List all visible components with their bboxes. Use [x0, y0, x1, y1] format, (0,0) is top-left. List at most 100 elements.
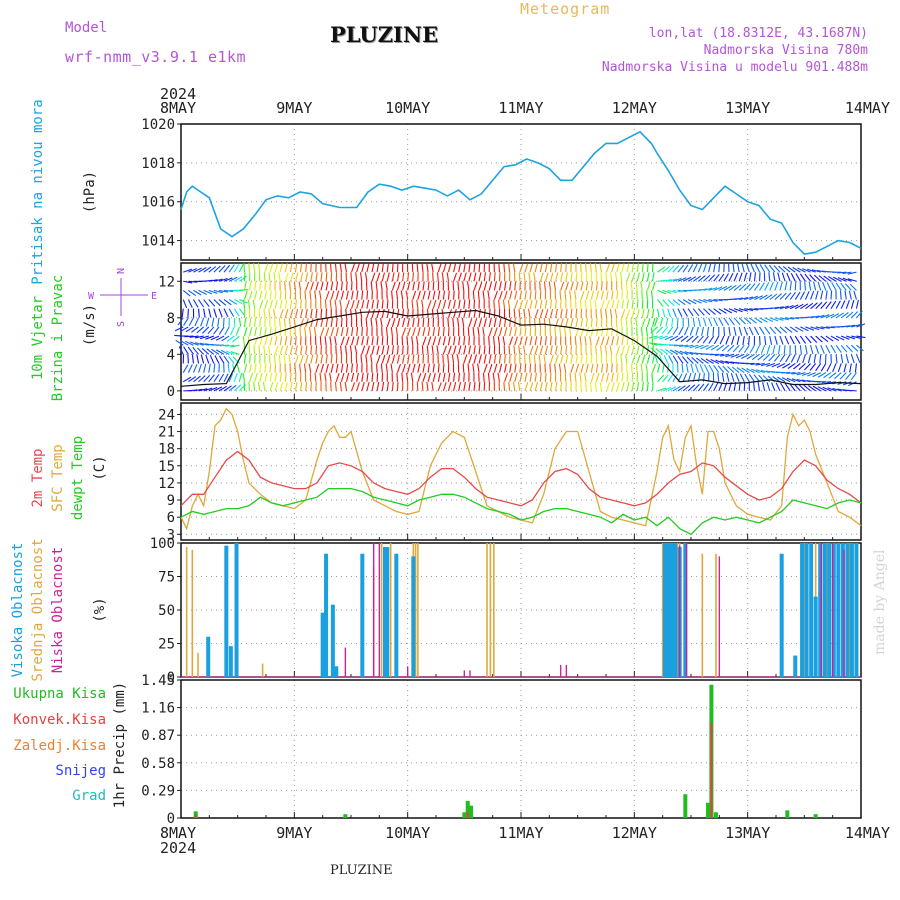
wind-barb: [310, 318, 314, 328]
wind-barb: [351, 382, 356, 392]
wind-barb: [218, 355, 225, 364]
wind-barb: [226, 335, 235, 342]
wind-barb: [339, 381, 342, 391]
wind-barb: [493, 272, 496, 282]
wind-barb: [524, 382, 529, 392]
wind-barb: [786, 272, 791, 282]
x-tick-label-top: 14MAY: [845, 99, 890, 117]
wind-barb: [468, 345, 472, 355]
wind-barb: [614, 272, 618, 282]
wind-barb: [458, 372, 461, 382]
wind-barb: [320, 327, 325, 337]
wind-barb: [636, 272, 641, 282]
wind-barb: [786, 377, 796, 383]
wind-barb: [488, 272, 491, 282]
y-tick-label: 1020: [141, 117, 175, 133]
wind-barb: [183, 346, 189, 355]
wind-barb: [194, 335, 204, 339]
wind-barb: [820, 314, 830, 319]
wind-barb: [696, 357, 704, 364]
wind-barb: [553, 281, 557, 291]
wind-barb: [631, 381, 635, 391]
wind-barb: [713, 263, 716, 273]
wind-barb: [284, 281, 286, 291]
wind-barb: [631, 372, 634, 382]
wind-barb: [701, 326, 705, 336]
wind-barb: [211, 317, 215, 327]
wind-barb: [223, 264, 231, 273]
wind-barb: [264, 263, 269, 273]
wind-barb: [259, 363, 262, 373]
wind-barb: [269, 372, 273, 382]
wind-barb: [703, 308, 711, 316]
wind-barb: [473, 263, 476, 273]
wind-barb: [662, 265, 670, 273]
wind-barb: [800, 303, 809, 310]
y-tick-label: 0.87: [141, 728, 175, 744]
wind-barb: [319, 372, 322, 382]
wind-barb: [817, 372, 827, 378]
wind-barb: [539, 336, 543, 346]
high-cloud-bar: [662, 543, 667, 677]
wind-barb: [807, 354, 812, 364]
wind-barb: [217, 317, 220, 327]
wind-barb: [407, 354, 410, 364]
wind-barb: [651, 318, 656, 328]
wind-barb: [308, 327, 312, 337]
wind-barb: [366, 309, 371, 318]
wind-barb: [783, 345, 786, 355]
wind-barb: [677, 289, 687, 292]
wind-barb: [325, 327, 330, 337]
wind-barb: [243, 290, 248, 300]
wind-barb: [614, 308, 618, 318]
wind-barb: [447, 309, 453, 318]
wind-barb: [386, 354, 391, 364]
wind-barb: [356, 263, 360, 273]
precip-legend-item: Zaledj.Kisa: [13, 738, 106, 754]
wind-barb: [625, 281, 628, 291]
compass-e: E: [151, 291, 157, 302]
wind-barb: [442, 363, 445, 373]
wind-barb: [727, 366, 735, 374]
high-cloud-bar: [804, 543, 809, 677]
wind-barb: [621, 299, 625, 309]
wind-barb: [855, 299, 859, 309]
wind-barb: [782, 265, 791, 273]
wind-barb: [310, 381, 312, 391]
wind-barb: [181, 308, 184, 318]
wind-barb: [178, 346, 184, 355]
wind-barb: [570, 308, 573, 318]
wind-barb: [631, 308, 635, 318]
wind-barb: [692, 383, 700, 392]
wind-barb: [697, 308, 705, 316]
wind-barb: [543, 281, 546, 291]
wind-barb: [687, 264, 694, 273]
wind-barb: [446, 272, 450, 282]
wind-barb: [784, 317, 795, 320]
wind-barb: [677, 299, 686, 306]
wind-barb: [209, 354, 215, 364]
wind-barb: [750, 263, 755, 273]
wind-barb: [677, 308, 683, 318]
wind-barb: [616, 290, 619, 300]
wind-barb: [626, 263, 630, 273]
meteogram-title: Meteogram: [520, 0, 611, 18]
wind-barb: [182, 376, 192, 383]
wind-barb: [793, 383, 801, 392]
wind-barb: [570, 281, 574, 291]
high-cloud-bar: [818, 543, 823, 677]
total-precip-bar: [713, 812, 718, 818]
temp-ylabel-dew: dewpt Temp: [70, 436, 86, 520]
wind-barb: [483, 354, 487, 364]
wind-barb: [787, 266, 796, 273]
wind-barb: [544, 299, 548, 309]
wind-barb: [835, 312, 844, 319]
wind-barb: [672, 326, 679, 335]
wind-barb: [488, 327, 493, 337]
wind-barb: [325, 318, 329, 328]
wind-barb: [697, 263, 703, 273]
wind-barb: [775, 382, 781, 392]
wind-barb: [570, 345, 573, 355]
